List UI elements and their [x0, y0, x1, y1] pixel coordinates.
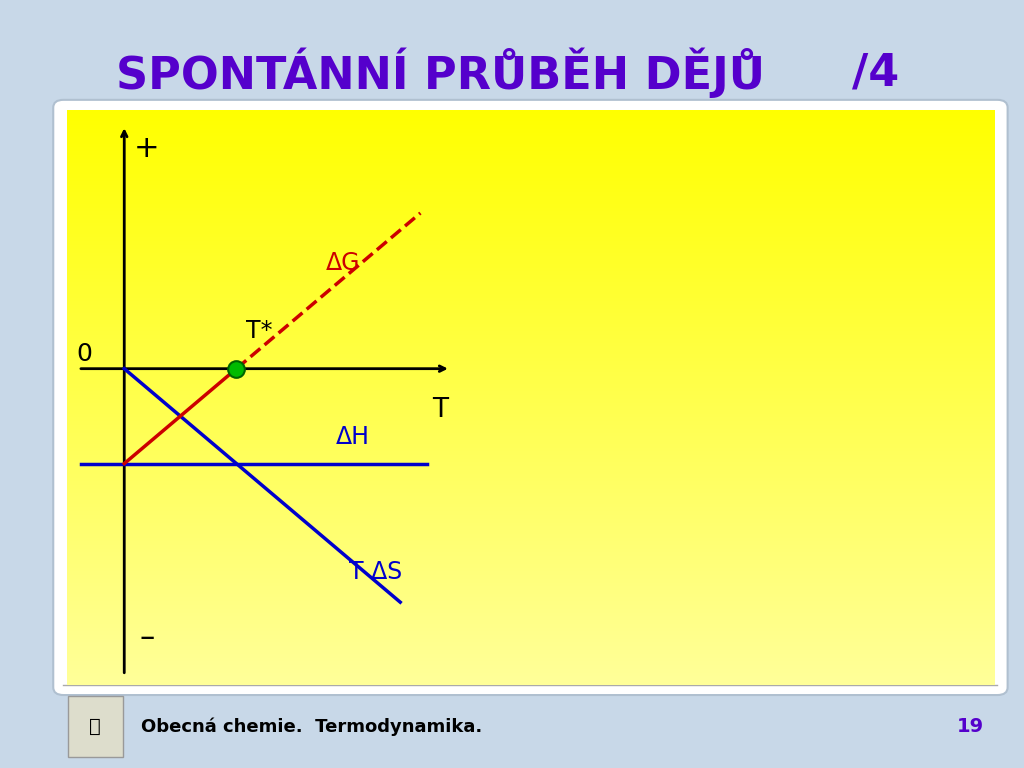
Text: –: –: [139, 623, 155, 652]
FancyBboxPatch shape: [553, 384, 963, 465]
Text: ΔG: ΔG: [327, 251, 360, 276]
Text: Exotermní skladná reakce: Exotermní skladná reakce: [615, 319, 904, 339]
Text: T*: T*: [246, 319, 272, 343]
Text: Gibbsova energie: Gibbsova energie: [663, 163, 857, 183]
Text: 19: 19: [957, 717, 984, 736]
Text: +: +: [134, 134, 160, 163]
Text: jen při T < T*: jen při T < T*: [681, 554, 839, 579]
Text: reakce probíhá samovolně: reakce probíhá samovolně: [603, 517, 916, 543]
FancyBboxPatch shape: [53, 100, 1008, 695]
Text: T: T: [432, 398, 449, 423]
Text: $\Delta$G $=$ $\Delta$H $-$ T$\Delta$S: $\Delta$G $=$ $\Delta$H $-$ T$\Delta$S: [603, 202, 912, 236]
Text: ΔH: ΔH: [336, 425, 370, 449]
Text: 0: 0: [77, 343, 92, 366]
Text: N$_2$ $+$ 3 H$_2$ $\rightarrow$ 2 NH$_3$: N$_2$ $+$ 3 H$_2$ $\rightarrow$ 2 NH$_3$: [597, 407, 919, 442]
Text: ΔH < 0   ΔS < 0: ΔH < 0 ΔS < 0: [629, 356, 891, 386]
FancyBboxPatch shape: [68, 696, 123, 757]
Text: /4: /4: [852, 51, 899, 94]
Text: Obecná chemie.  Termodynamika.: Obecná chemie. Termodynamika.: [141, 717, 482, 736]
Text: T ΔS: T ΔS: [349, 560, 402, 584]
FancyBboxPatch shape: [553, 180, 963, 257]
Text: SPONTÁNNÍ PRŮBĚH DĚJŮ: SPONTÁNNÍ PRŮBĚH DĚJŮ: [116, 48, 765, 98]
Text: 👑: 👑: [89, 717, 101, 736]
